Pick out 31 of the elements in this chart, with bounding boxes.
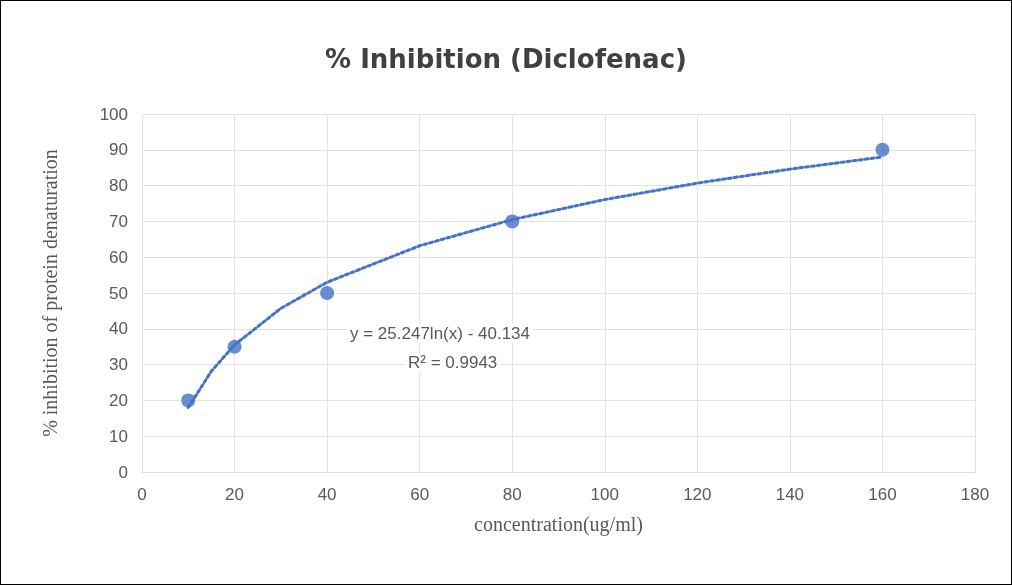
x-tick-label: 180 bbox=[960, 485, 990, 504]
y-tick-label: 0 bbox=[118, 462, 128, 482]
point bbox=[227, 339, 242, 354]
y-tick-label: 60 bbox=[109, 247, 128, 267]
x-tick-label: 160 bbox=[868, 485, 897, 504]
point bbox=[875, 142, 890, 157]
y-tick-label: 30 bbox=[109, 355, 128, 375]
y-axis-title: % inhibition of protein denaturation bbox=[39, 149, 62, 437]
y-tick-label: 40 bbox=[109, 319, 128, 339]
x-tick-label: 140 bbox=[775, 485, 805, 504]
y-tick-label: 90 bbox=[109, 140, 128, 160]
y-tick-label: 80 bbox=[109, 176, 128, 196]
point bbox=[181, 393, 196, 408]
annotation: R² = 0.9943 bbox=[408, 353, 498, 372]
chart-title: % Inhibition (Diclofenac) bbox=[325, 44, 687, 74]
x-tick-label: 40 bbox=[317, 485, 337, 504]
x-tick-label: 120 bbox=[683, 485, 712, 504]
x-tick-label: 100 bbox=[590, 485, 619, 504]
y-tick-label: 10 bbox=[109, 426, 128, 446]
point bbox=[320, 286, 335, 300]
x-tick-label: 80 bbox=[502, 485, 522, 504]
point bbox=[505, 214, 520, 229]
x-tick-label: 0 bbox=[137, 485, 147, 504]
y-tick-label: 20 bbox=[109, 390, 128, 410]
y-tick-label: 100 bbox=[99, 104, 128, 124]
y-tick-label: 70 bbox=[109, 211, 128, 231]
y-tick-label: 50 bbox=[109, 283, 128, 303]
x-tick-label: 20 bbox=[225, 485, 245, 504]
x-axis-title: concentration(ug/ml) bbox=[474, 513, 643, 536]
x-tick-label: 60 bbox=[410, 485, 430, 504]
annotation: y = 25.247ln(x) - 40.134 bbox=[350, 324, 531, 343]
